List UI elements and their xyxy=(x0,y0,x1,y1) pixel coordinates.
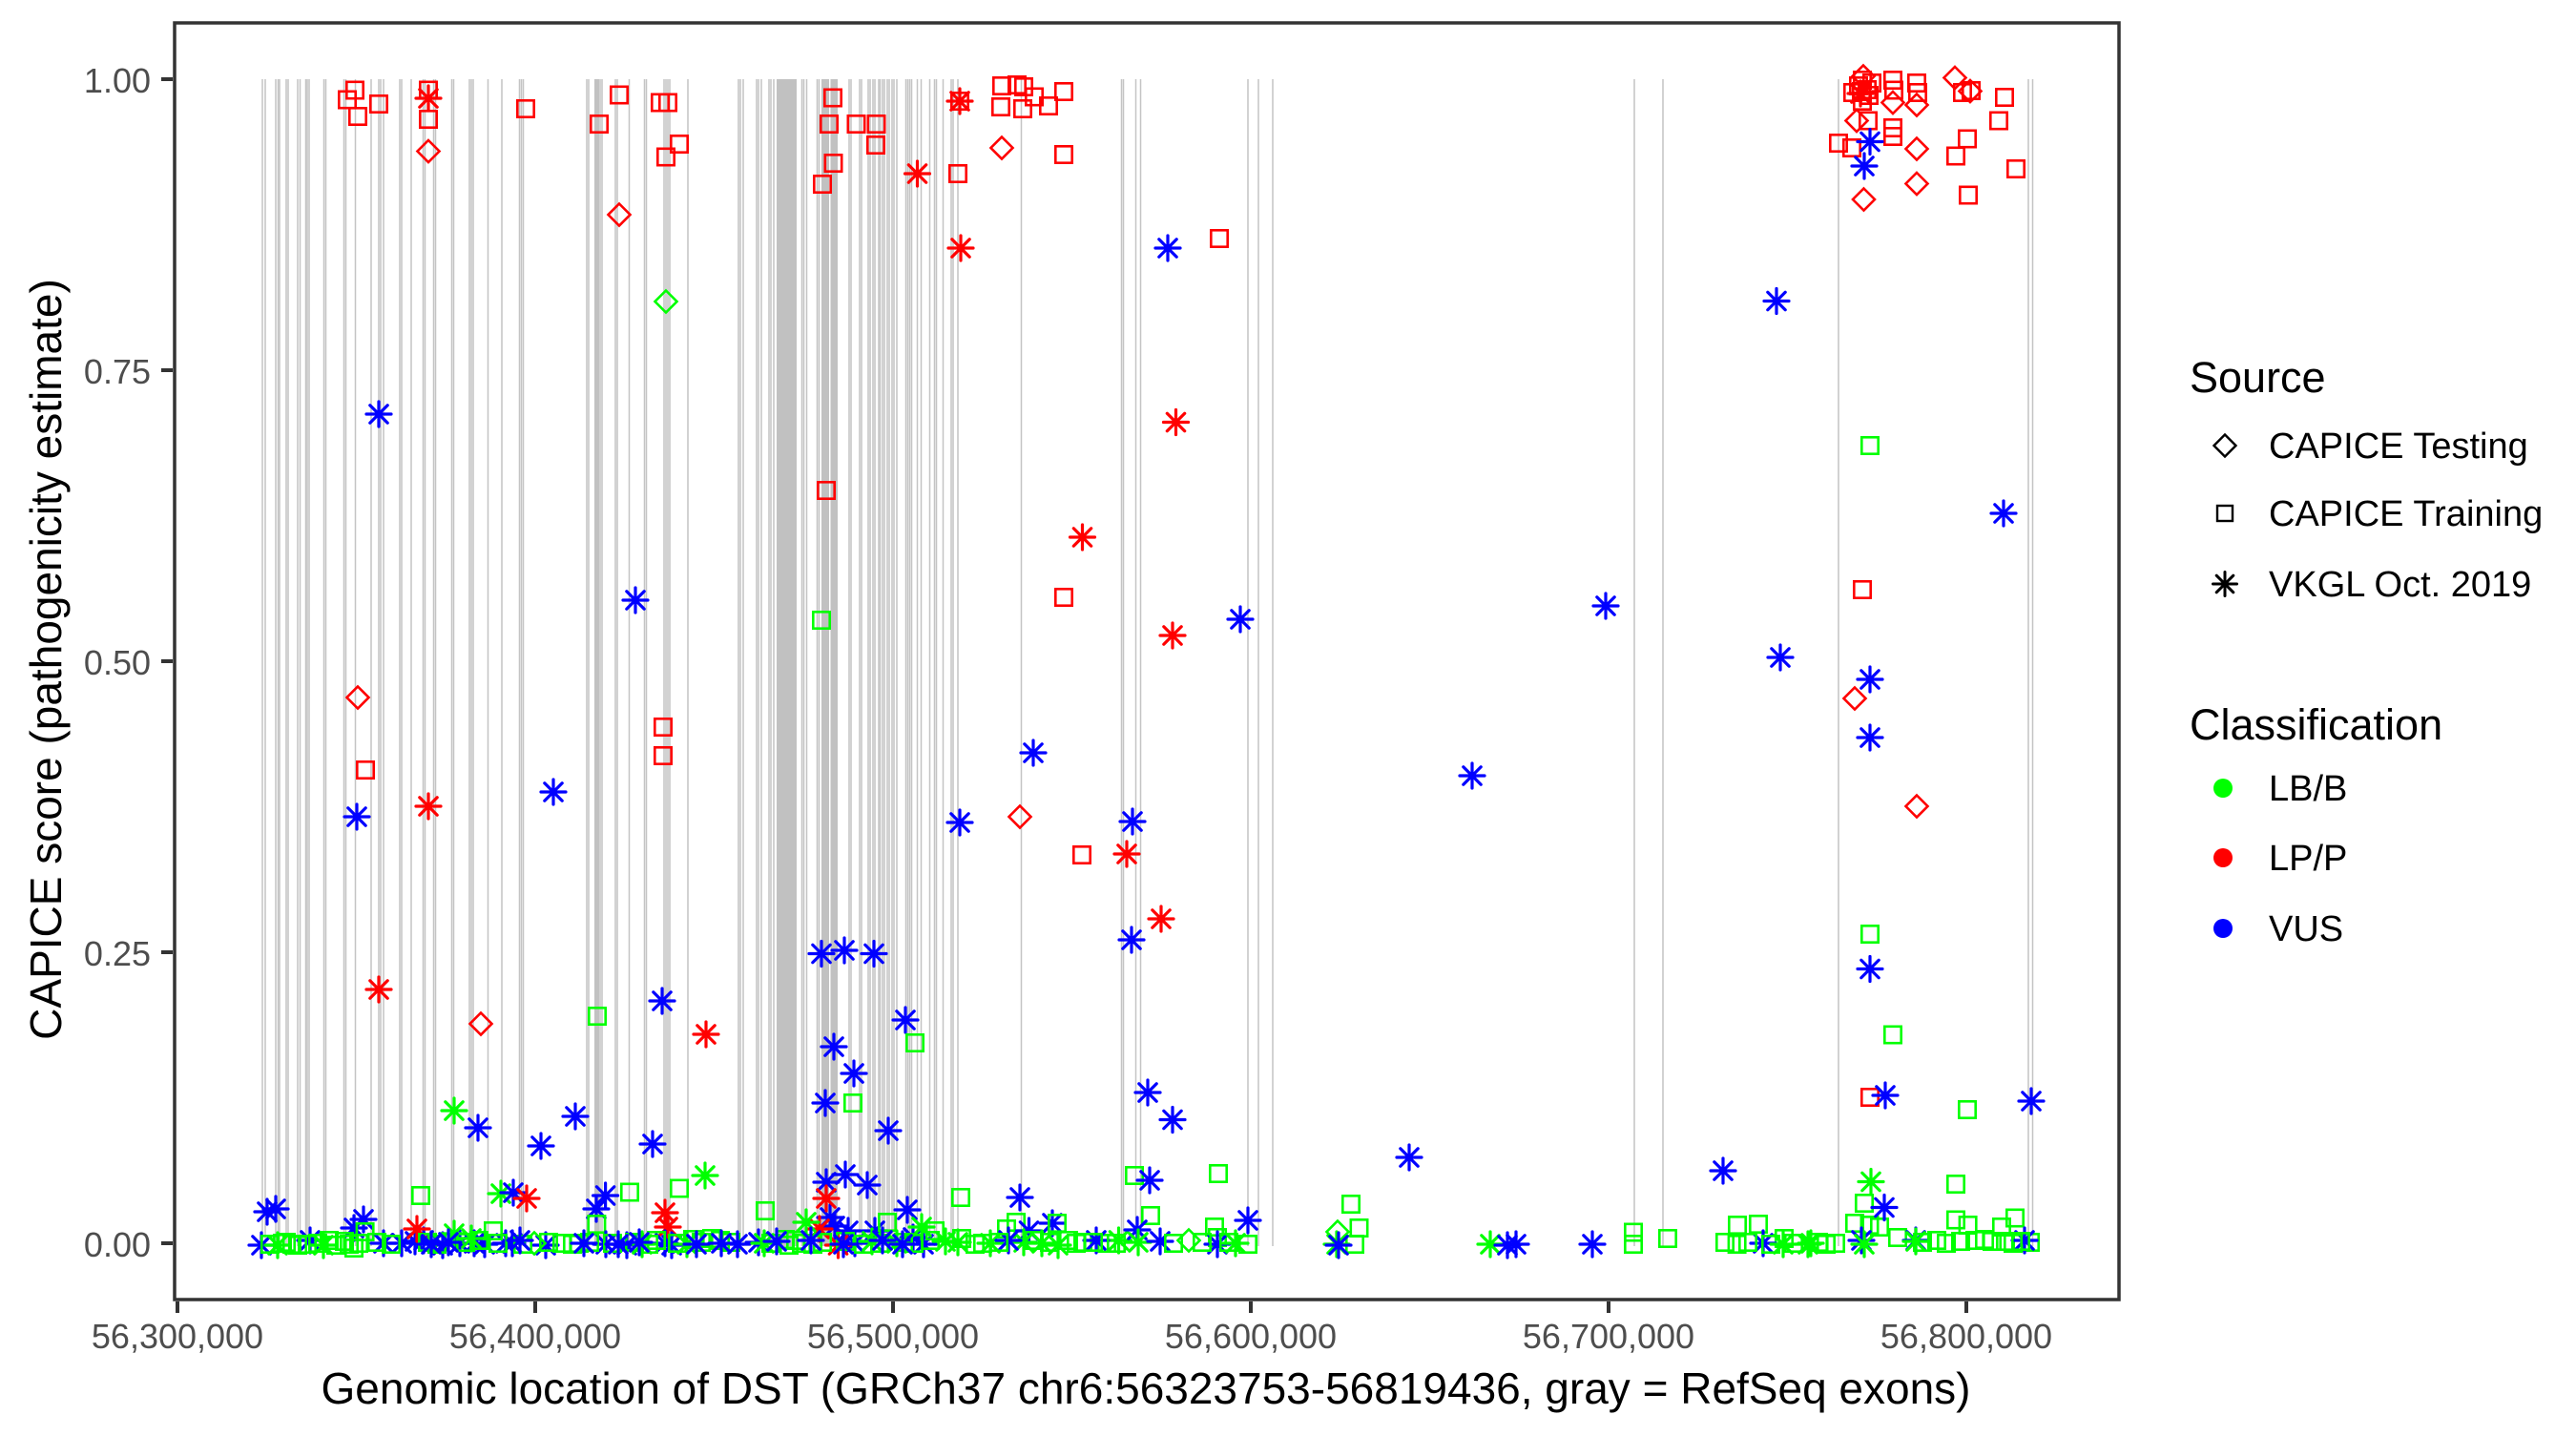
svg-text:56,400,000: 56,400,000 xyxy=(449,1317,621,1356)
svg-text:Source: Source xyxy=(2190,353,2326,402)
svg-text:LB/B: LB/B xyxy=(2269,769,2347,809)
svg-text:56,500,000: 56,500,000 xyxy=(807,1317,979,1356)
svg-text:0.25: 0.25 xyxy=(84,934,151,973)
svg-text:CAPICE Testing: CAPICE Testing xyxy=(2269,427,2528,467)
svg-text:0.50: 0.50 xyxy=(84,643,151,682)
svg-text:CAPICE score (pathogenicity es: CAPICE score (pathogenicity estimate) xyxy=(21,279,71,1040)
svg-text:Classification: Classification xyxy=(2190,700,2442,749)
svg-text:LP/P: LP/P xyxy=(2269,839,2347,879)
svg-text:56,600,000: 56,600,000 xyxy=(1165,1317,1337,1356)
svg-text:0.00: 0.00 xyxy=(84,1225,151,1264)
svg-text:56,700,000: 56,700,000 xyxy=(1523,1317,1694,1356)
svg-text:CAPICE Training: CAPICE Training xyxy=(2269,494,2543,534)
svg-text:Genomic location of DST (GRCh3: Genomic location of DST (GRCh37 chr6:563… xyxy=(322,1363,1971,1413)
svg-text:56,300,000: 56,300,000 xyxy=(92,1317,263,1356)
svg-text:1.00: 1.00 xyxy=(84,61,151,100)
svg-text:VKGL Oct. 2019: VKGL Oct. 2019 xyxy=(2269,565,2531,605)
svg-text:VUS: VUS xyxy=(2269,909,2343,949)
svg-text:56,800,000: 56,800,000 xyxy=(1880,1317,2052,1356)
svg-text:0.75: 0.75 xyxy=(84,352,151,391)
